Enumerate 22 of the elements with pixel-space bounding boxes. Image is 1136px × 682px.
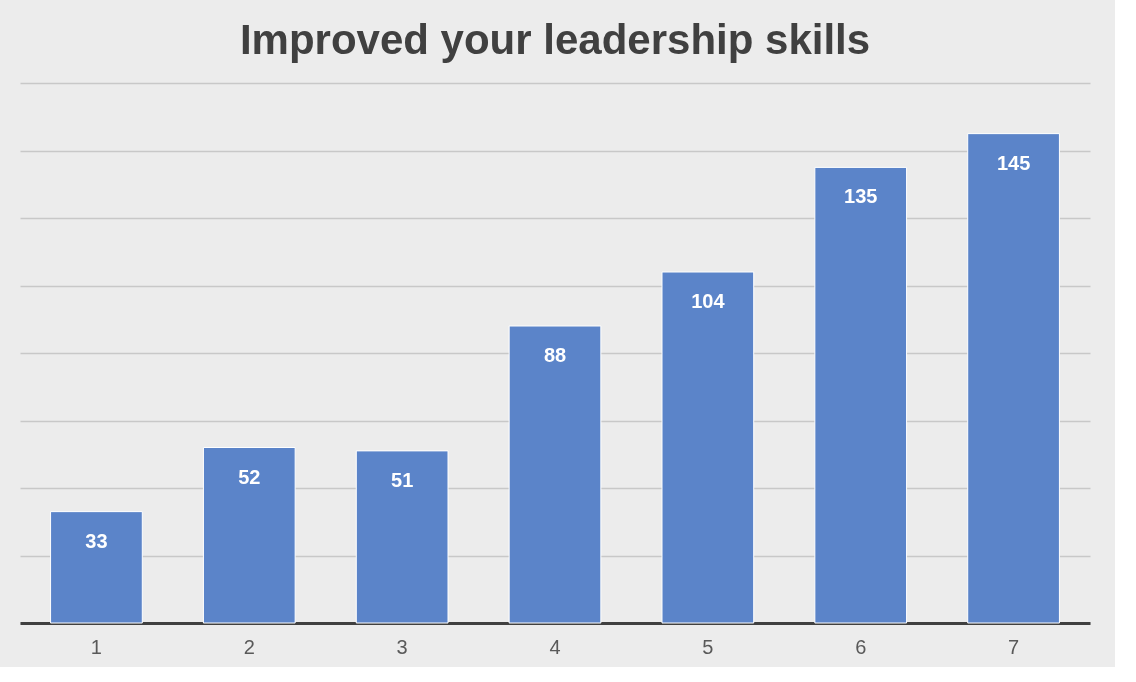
data-label: 135	[844, 185, 878, 208]
data-label: 104	[691, 290, 726, 312]
x-tick-label: 4	[549, 635, 561, 658]
bar	[202, 447, 296, 624]
bar	[814, 166, 908, 624]
data-label: 51	[391, 468, 414, 491]
bar	[508, 325, 602, 624]
data-label: 33	[85, 529, 108, 552]
x-tick-label: 1	[90, 635, 102, 658]
data-label: 88	[543, 344, 567, 366]
data-label: 52	[238, 465, 261, 488]
x-tick-label: 7	[1008, 635, 1020, 658]
bar	[967, 133, 1060, 624]
x-tick-label: 3	[396, 635, 408, 658]
bar	[50, 511, 143, 624]
chart-title: Improved your leadership skills	[239, 16, 871, 63]
bar	[355, 450, 449, 624]
x-tick-label: 2	[243, 635, 255, 658]
x-tick-label: 6	[855, 635, 867, 658]
x-tick-label: 5	[702, 635, 714, 658]
bar	[661, 271, 755, 624]
data-label: 145	[996, 151, 1031, 174]
